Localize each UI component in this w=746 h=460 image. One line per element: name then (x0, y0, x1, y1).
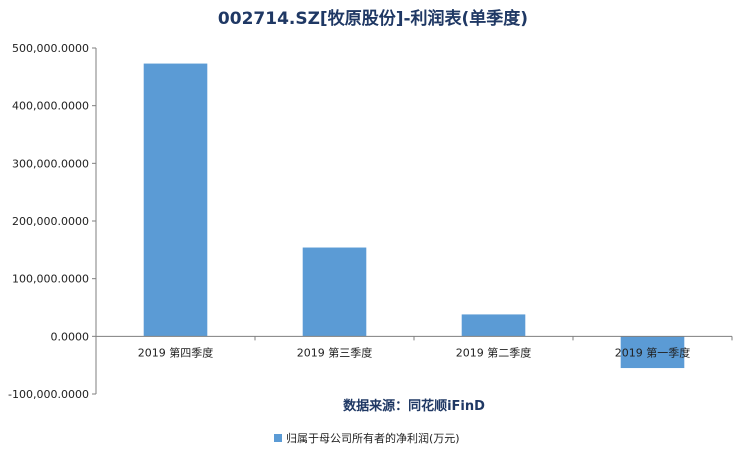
legend-label: 归属于母公司所有者的净利润(万元) (286, 431, 460, 445)
x-tick-label: 2019 第四季度 (138, 345, 214, 359)
bar (461, 314, 526, 337)
legend-swatch (274, 434, 282, 442)
y-axis: 500,000.0000 400,000.0000 300,000.0000 200,… (8, 42, 97, 401)
bar (143, 63, 208, 337)
x-tick-label: 2019 第二季度 (456, 345, 532, 359)
y-tick-label: 100,000.0000 (12, 273, 89, 286)
y-tick-label: 0.0000 (51, 330, 90, 343)
y-tick-label: 300,000.0000 (12, 157, 89, 170)
legend: 归属于母公司所有者的净利润(万元) (274, 431, 460, 445)
x-tick-label: 2019 第三季度 (297, 345, 373, 359)
bar (620, 336, 685, 369)
x-tick-label: 2019 第一季度 (615, 345, 691, 359)
y-tick-label: 400,000.0000 (12, 100, 89, 113)
bars-group (143, 63, 685, 369)
y-tick-label: 200,000.0000 (12, 215, 89, 228)
y-tick-label: -100,000.0000 (8, 388, 89, 401)
y-tick-label: 500,000.0000 (12, 42, 89, 55)
chart-title: 002714.SZ[牧原股份]-利润表(单季度) (218, 8, 528, 29)
x-axis: 2019 第四季度 2019 第三季度 2019 第二季度 2019 第一季度 (95, 335, 733, 359)
bar (302, 247, 367, 337)
source-note: 数据来源：同花顺iFinD (343, 398, 485, 414)
